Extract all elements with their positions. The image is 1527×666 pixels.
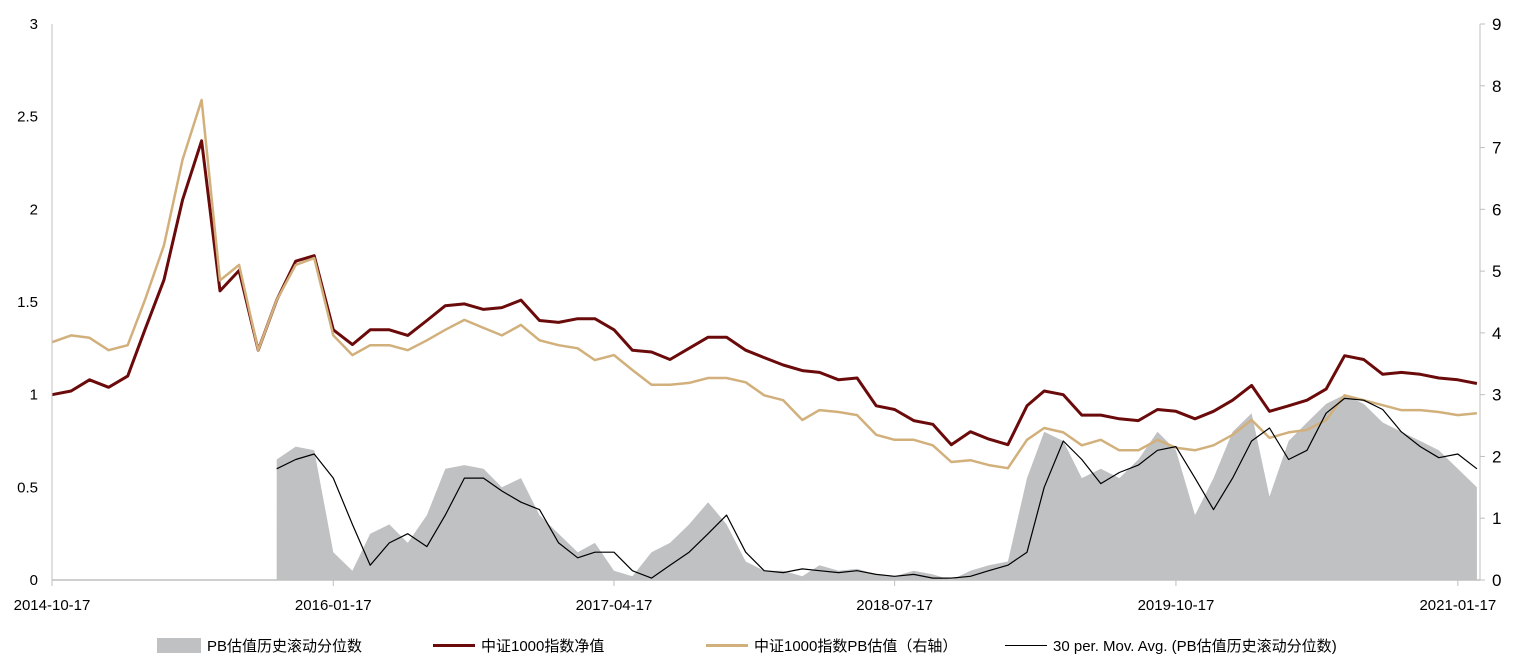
- percentile-area: [276, 394, 1477, 580]
- y-tick-label: 0.5: [17, 479, 38, 496]
- legend-swatch-pb: [706, 643, 748, 647]
- x-tick-label: 2019-10-17: [1138, 597, 1215, 614]
- line-layer: [51, 98, 1478, 579]
- y-tick-label: 1: [30, 387, 38, 404]
- y-tick-label: 3: [30, 16, 38, 33]
- legend-swatch-moving-average: [1005, 644, 1047, 646]
- y-tick-label: 2.5: [17, 109, 38, 126]
- legend-item-percentile: PB估值历史滚动分位数: [157, 633, 362, 657]
- axes-layer: 0 0.5 1 1.5 2 2.5 3 0 1 2 3 4 5 6 7 8 9 2014-10-17 2016-01…: [14, 15, 1502, 614]
- y2-tick-label: 1: [1492, 509, 1501, 528]
- legend-item-pb: 中证1000指数PB估值（右轴）: [706, 633, 957, 657]
- legend-swatch-percentile: [157, 637, 201, 653]
- pb-line: [51, 98, 1478, 470]
- legend-label-pb: 中证1000指数PB估值（右轴）: [754, 637, 958, 655]
- y2-tick-label: 5: [1492, 262, 1501, 281]
- y-tick-label: 0: [30, 572, 38, 589]
- net-value-line: [51, 139, 1478, 447]
- y2-tick-label: 0: [1492, 571, 1501, 590]
- legend-label-net-value: 中证1000指数净值: [481, 637, 605, 655]
- y-tick-label: 2: [30, 201, 38, 218]
- y2-tick-label: 7: [1492, 139, 1501, 158]
- legend-label-moving-average: 30 per. Mov. Avg. (PB估值历史滚动分位数): [1053, 637, 1337, 655]
- x-tick-label: 2014-10-17: [14, 597, 91, 614]
- area-layer: [276, 394, 1477, 580]
- legend-swatch-net-value: [433, 643, 475, 647]
- y-tick-label: 1.5: [17, 294, 38, 311]
- legend-label-percentile: PB估值历史滚动分位数: [207, 637, 363, 655]
- x-tick-label: 2017-04-17: [576, 597, 653, 614]
- y2-tick-label: 2: [1492, 447, 1501, 466]
- x-tick-label: 2021-01-17: [1419, 597, 1496, 614]
- y2-tick-label: 8: [1492, 77, 1501, 96]
- moving-average-line: [276, 397, 1478, 579]
- y2-tick-label: 4: [1492, 324, 1501, 343]
- y2-tick-label: 3: [1492, 386, 1501, 405]
- x-tick-label: 2018-07-17: [856, 597, 933, 614]
- y2-tick-label: 9: [1492, 15, 1501, 34]
- y2-tick-label: 6: [1492, 200, 1501, 219]
- legend: PB估值历史滚动分位数 中证1000指数净值 中证1000指数PB估值（右轴） …: [0, 633, 1527, 657]
- legend-item-moving-average: 30 per. Mov. Avg. (PB估值历史滚动分位数): [1005, 633, 1337, 657]
- x-tick-label: 2016-01-17: [295, 597, 372, 614]
- legend-item-net-value: 中证1000指数净值: [433, 633, 604, 657]
